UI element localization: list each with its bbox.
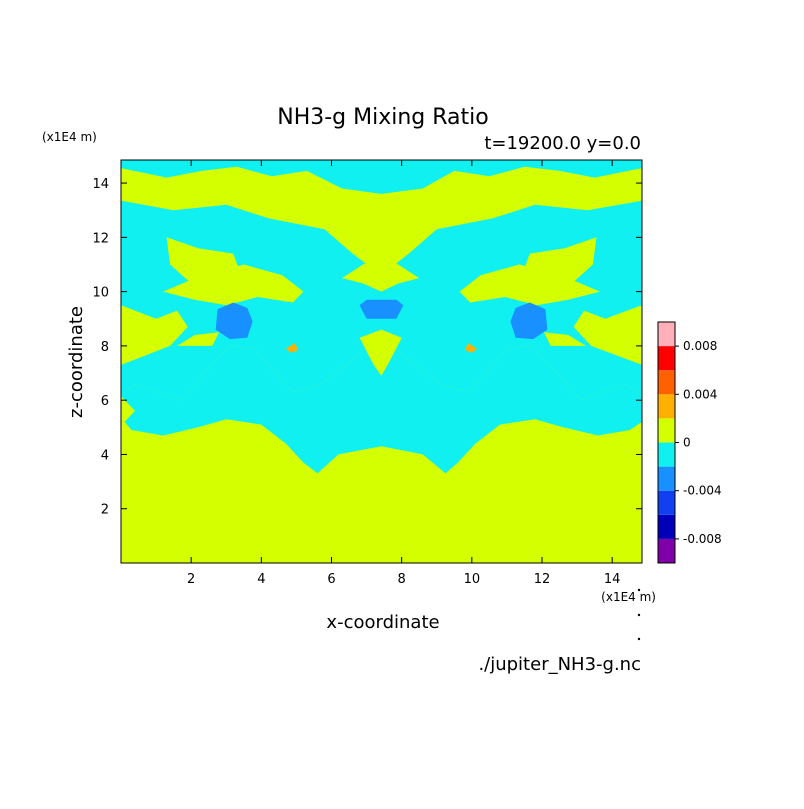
colorbar-swatch (658, 442, 675, 467)
y-axis-label: z-coordinate (66, 306, 87, 418)
contour-region (121, 337, 642, 474)
colorbar-swatch (658, 466, 675, 491)
contour-region (519, 237, 597, 303)
y-tick-label: 14 (92, 177, 109, 192)
contour-region (543, 332, 586, 346)
x-axis-unit: (x1E4 m) (601, 590, 656, 604)
contour-region (177, 332, 220, 346)
chart-subtitle: t=19200.0 y=0.0 (484, 133, 641, 154)
y-tick-label: 10 (92, 286, 109, 301)
chart-title: NH3-g Mixing Ratio (277, 105, 489, 130)
colorbar-swatch (658, 394, 675, 419)
contour-region (359, 299, 404, 319)
plot-area (120, 159, 643, 564)
contour-region (510, 302, 548, 340)
marker-dot (637, 637, 641, 641)
colorbar-tick-label: -0.004 (683, 484, 722, 498)
contour-region (285, 343, 299, 353)
colorbar-tick-label: 0.004 (683, 387, 717, 401)
y-axis-unit: (x1E4 m) (42, 130, 97, 144)
colorbar-swatch (658, 322, 675, 347)
y-tick-label: 2 (101, 503, 109, 518)
colorbar-tick-label: 0 (683, 436, 691, 450)
x-tick-label: 2 (187, 572, 195, 587)
colorbar-swatch (658, 538, 675, 563)
x-axis-label: x-coordinate (326, 612, 439, 633)
x-tick-label: 8 (398, 572, 406, 587)
colorbar-swatch (658, 514, 675, 539)
plot-frame (120, 159, 643, 564)
contour-region (359, 329, 402, 376)
y-axis-ticks: 2 4 6 8 10 12 14 (92, 177, 642, 518)
x-tick-label: 14 (604, 572, 621, 587)
y-tick-label: 6 (101, 394, 109, 409)
source-file-label: ./jupiter_NH3-g.nc (478, 654, 641, 675)
contour-region (121, 160, 642, 194)
colorbar-swatch (658, 370, 675, 395)
colorbar: 0.008 0.004 0 -0.004 -0.008 (657, 321, 722, 564)
colorbar-swatch (658, 490, 675, 515)
colorbar-tick-label: -0.008 (683, 532, 722, 546)
contour-region (342, 253, 420, 292)
contour-region (464, 343, 478, 353)
y-tick-label: 4 (101, 448, 109, 463)
contour-region (166, 237, 244, 303)
colorbar-swatch (658, 418, 675, 443)
x-tick-label: 6 (327, 572, 335, 587)
x-tick-label: 10 (464, 572, 481, 587)
marker-dot (637, 588, 641, 592)
x-axis-ticks: 2 4 6 8 10 12 14 (187, 160, 620, 587)
x-tick-label: 12 (534, 572, 551, 587)
x-tick-label: 4 (257, 572, 265, 587)
y-tick-label: 8 (101, 340, 109, 355)
colorbar-swatch (658, 346, 675, 371)
contour-regions (121, 160, 642, 474)
marker-dot (637, 613, 641, 617)
colorbar-tick-label: 0.008 (683, 339, 717, 353)
contour-region (215, 302, 253, 340)
y-tick-label: 12 (92, 231, 109, 246)
